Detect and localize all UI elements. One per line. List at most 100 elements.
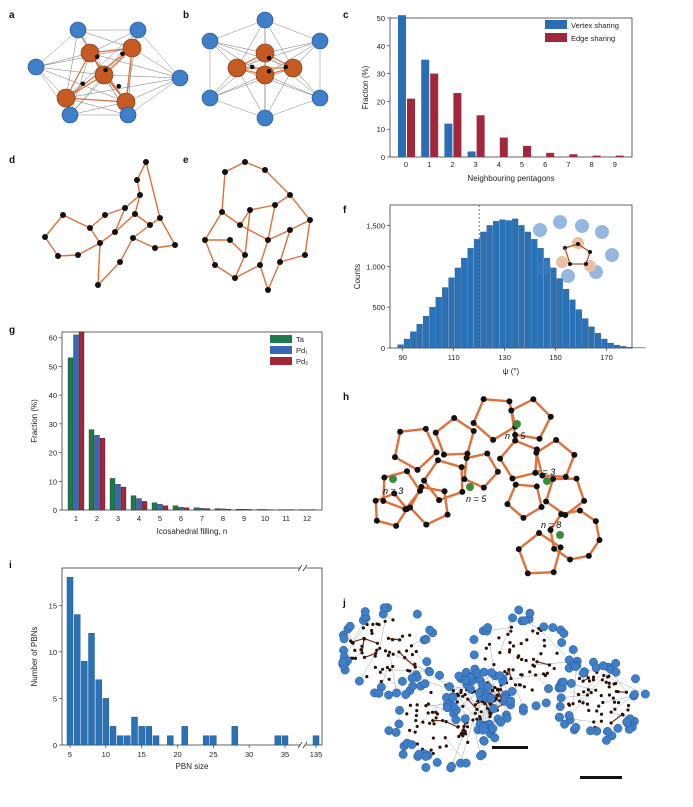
chart-i-bar [116,735,124,746]
chart-f-xtick-label: 130 [498,353,511,362]
chart-c-xtick-label: 0 [404,160,408,169]
chart-i-bar [167,735,174,746]
chart-c-bar-edge [499,137,508,157]
chart-c-bar-edge [615,155,624,157]
chart-f-bar [473,239,480,349]
chart-f-bar [499,219,506,349]
chart-g-bar-ta [193,507,200,511]
chart-g-xtick-label: 8 [221,514,225,523]
chart-g-xtick-label: 4 [137,514,141,523]
chart-g-bar-ta [130,495,137,511]
chart-f-bar [493,221,500,349]
chart-f-bar [422,315,430,349]
chart-i-axis-break-gap [300,741,306,749]
chart-g-bar-pd1 [157,504,163,511]
inset-bond [564,247,571,265]
chart-c-xtick-label: 6 [543,160,547,169]
chart-i-ylabel: Number of PBNs [30,626,39,686]
chart-g-xtick-label: 2 [95,514,99,523]
chart-g-ytick-label: 30 [49,420,57,429]
chart-c-ytick-label: 10 [377,125,385,134]
chart-f-bar [461,257,468,349]
chart-g-bar-ta [67,357,74,511]
chart-i-xlabel: PBN size [176,762,209,771]
panel-label-b: b [183,10,190,21]
chart-g-bar-pd1 [262,509,268,511]
chart-i-xtick-label: 30 [245,750,253,759]
h-label-n3-right: n = 3 [535,467,556,477]
chart-f-bar [614,344,621,349]
panel-label-i: i [9,560,12,571]
chart-g-xlabel: Icosahedral filling, n [157,527,228,536]
chart-f-bar [435,297,442,349]
chart-g-ytick-label: 50 [49,362,57,371]
chart-i-axis-break-gap [300,564,306,572]
chart-f-bar [537,248,544,349]
chart-g-ytick-label: 10 [49,477,57,486]
chart-c-legend-label: Vertex sharing [571,21,619,30]
chart-f-bar [601,338,608,349]
chart-f-xlabel: ψ (°) [503,367,520,376]
chart-g-xtick-label: 12 [303,514,311,523]
chart-g-xtick-label: 9 [242,514,246,523]
chart-i-xtick-label: 5 [68,750,72,759]
inset-blue-atom [605,248,619,262]
inset-atom [588,250,592,254]
inset-atom [584,262,588,266]
chart-f-bar [505,220,512,349]
chart-i-xtick-label: 135 [310,750,323,759]
inset-atom [576,242,580,246]
chart-f-bar [607,342,614,349]
chart-i-bar [124,735,131,746]
chart-g-ytick-label: 0 [53,506,57,515]
h-label-n5-mid: n = 5 [466,494,487,504]
inset-blue-atom [533,223,547,237]
chart-i-ytick-label: 10 [49,648,57,657]
inset-bond [585,251,591,265]
panel-label-j: j [343,598,346,609]
chart-g-bar-pd2 [141,501,148,511]
chart-c-xtick-label: 4 [497,160,501,169]
chart-i-ytick-label: 5 [53,694,57,703]
chart-c-bar-vertex [421,59,430,158]
chart-c-bar-edge [569,154,578,157]
chart-i-bar [210,735,217,746]
chart-f-bar [486,225,493,349]
chart-c-xtick-label: 8 [590,160,594,169]
chart-c-ytick-label: 0 [381,153,385,162]
chart-g-bar-pd1 [115,484,121,511]
chart-i-axis-break [297,741,303,749]
chart-g-bar-pd1 [220,508,226,511]
inset-blue-atom [595,225,609,239]
chart-f-bar [410,331,417,349]
chart-f-bar [416,324,423,349]
inset-bond [564,243,579,249]
chart-i-axis-break [302,741,308,749]
chart-c-bar-edge [476,115,485,157]
chart-i-bar [66,577,74,746]
chart-c-xtick-label: 5 [520,160,524,169]
chart-f-bar [569,299,576,349]
chart-f-ytick-label: 1,000 [366,262,385,271]
chart-g-bar-pd2 [162,505,169,511]
chart-c-xtick-label: 1 [427,160,431,169]
chart-g-bar-ta [109,478,116,511]
chart-i-bar [102,698,110,746]
chart-g-ytick-label: 40 [49,391,57,400]
chart-g-bar-pd2 [225,508,232,511]
chart-i-bar [202,735,210,746]
chart-f-bar [543,257,551,349]
chart-c-bar-edge [546,152,555,157]
panel-label-d: d [9,155,16,166]
chart-g-xtick-label: 5 [158,514,162,523]
chart-f-ytick-label: 500 [372,303,385,312]
chart-i-bar [312,735,320,746]
chart-c-legend-swatch [545,33,567,42]
chart-g-bar-ta [172,505,179,511]
chart-i-bar [152,735,160,746]
scale-bar [580,776,622,779]
chart-i-xtick-label: 35 [281,750,289,759]
chart-c-bar-edge [453,93,462,157]
